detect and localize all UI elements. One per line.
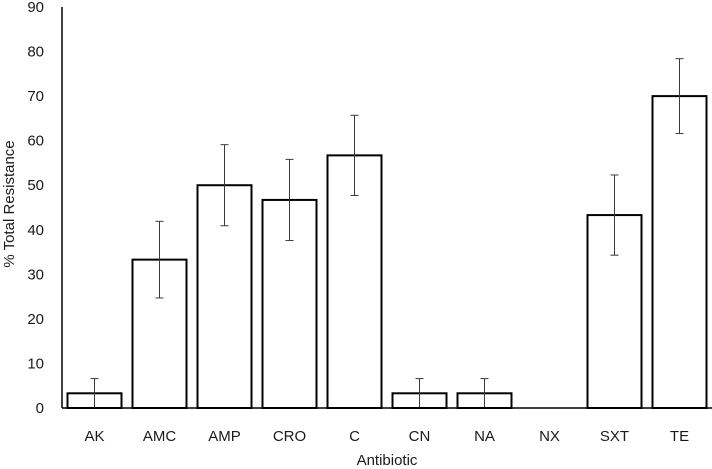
x-tick-label-amp: AMP: [208, 428, 241, 445]
bars-group: [66, 95, 708, 409]
error-bar-sxt: [610, 174, 619, 256]
error-bars-group: [90, 58, 684, 409]
y-tick-label: 60: [27, 133, 44, 150]
y-axis-title: % Total Resistance: [1, 140, 18, 267]
x-tick-label-ak: AK: [84, 428, 104, 445]
x-tick-label-cn: CN: [409, 428, 431, 445]
y-tick-label: 50: [27, 177, 44, 194]
y-tick-label: 70: [27, 88, 44, 105]
y-tick-label: 0: [36, 400, 44, 417]
error-bar-c: [350, 114, 359, 196]
x-tick-label-te: TE: [670, 428, 689, 445]
error-bar-amp: [220, 144, 229, 227]
bar-te: [651, 95, 708, 409]
x-tick-label-sxt: SXT: [600, 428, 629, 445]
error-bar-cro: [285, 158, 294, 241]
x-tick-label-c: C: [349, 428, 360, 445]
x-tick-labels: AK AMC AMP CRO C CN NA NX SXT TE: [84, 428, 689, 445]
x-tick-label-na: NA: [474, 428, 495, 445]
y-tick-label: 90: [27, 0, 44, 16]
y-tick-label: 10: [27, 355, 44, 372]
x-tick-label-amc: AMC: [143, 428, 177, 445]
y-tick-label: 40: [27, 222, 44, 239]
y-tick-label: 80: [27, 44, 44, 61]
y-tick-labels: 0 10 20 30 40 50 60 70 80 90: [27, 0, 44, 417]
x-tick-label-nx: NX: [539, 428, 560, 445]
error-bar-amc: [155, 220, 164, 299]
x-axis-title: Antibiotic: [357, 452, 418, 469]
y-tick-label: 20: [27, 311, 44, 328]
error-bar-te: [675, 58, 684, 135]
y-tick-label: 30: [27, 266, 44, 283]
x-tick-label-cro: CRO: [273, 428, 306, 445]
axes-group: [61, 7, 712, 409]
